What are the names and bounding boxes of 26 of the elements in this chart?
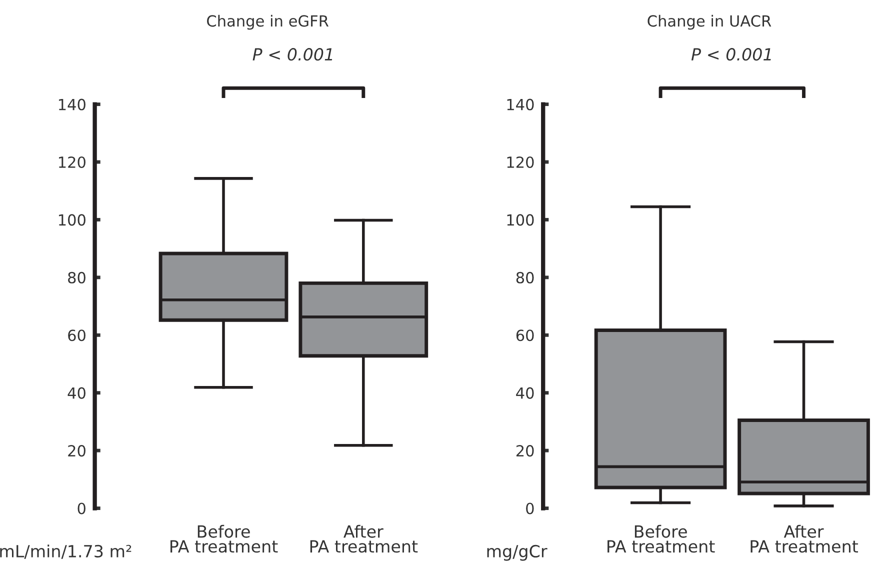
y-tick-label: 20 bbox=[516, 445, 534, 457]
y-tick-label: 20 bbox=[68, 445, 86, 457]
x-tick-label: After PA treatment bbox=[750, 524, 858, 553]
y-tick-label: 120 bbox=[507, 156, 534, 168]
y-tick-label: 40 bbox=[68, 387, 86, 399]
y-tick-label: 80 bbox=[68, 272, 86, 284]
y-tick-label: 140 bbox=[507, 98, 534, 110]
text: P < 0.001 bbox=[691, 48, 771, 61]
y-tick-label: 100 bbox=[507, 214, 534, 226]
x-axis-title: mg/gCr bbox=[487, 544, 548, 561]
y-tick-label: 0 bbox=[78, 502, 86, 514]
x-tick-label: After PA treatment bbox=[310, 524, 418, 553]
y-tick-label: 120 bbox=[58, 156, 86, 168]
y-tick-label: 100 bbox=[58, 214, 86, 226]
y-tick-label: 60 bbox=[68, 330, 86, 342]
x-tick-label: Before PA treatment bbox=[170, 524, 278, 553]
y-tick-label: 80 bbox=[516, 272, 534, 284]
text: P < 0.001 bbox=[252, 48, 332, 61]
chart-title: Change in eGFR bbox=[207, 14, 329, 30]
y-tick-label: 40 bbox=[516, 387, 534, 399]
x-axis-title: mL/min/1.73 m² bbox=[0, 544, 132, 559]
y-tick-label: 140 bbox=[58, 98, 86, 110]
y-tick-label: 0 bbox=[526, 502, 534, 514]
chart-title: Change in UACR bbox=[648, 14, 772, 30]
x-tick-label: Before PA treatment bbox=[608, 524, 715, 553]
y-tick-label: 60 bbox=[516, 330, 534, 342]
